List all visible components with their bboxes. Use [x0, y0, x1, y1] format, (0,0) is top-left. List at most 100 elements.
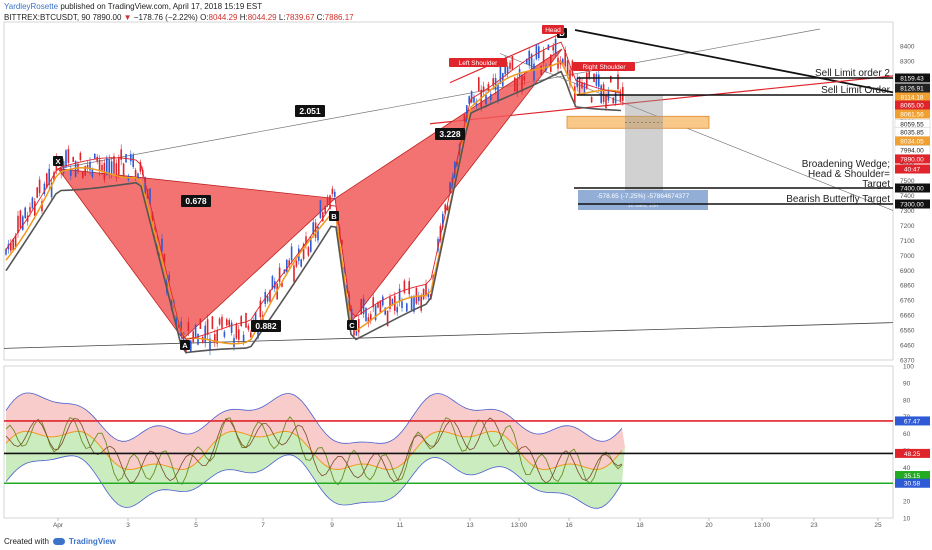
candle-body [494, 78, 497, 91]
point-label-a: A [182, 341, 188, 350]
candle-body [569, 69, 571, 85]
candle-body [562, 58, 564, 65]
candle-body [410, 296, 413, 310]
tradingview-cloud-icon [52, 538, 65, 545]
candle-body [240, 316, 242, 326]
tradingview-brand[interactable]: TradingView [68, 537, 116, 546]
candle-body [230, 322, 233, 333]
candle-body [401, 301, 403, 308]
candle-body [293, 265, 295, 282]
candle-body [610, 75, 612, 83]
candle-body [566, 60, 569, 76]
candle-body [290, 246, 293, 261]
price-tick-label: 7400 [900, 193, 915, 200]
candle-body [221, 316, 223, 328]
x-tick-label: 13:00 [754, 522, 771, 529]
candle-body [278, 267, 281, 282]
candle-body [48, 168, 50, 185]
oscillator-tag-label: 48.25 [904, 451, 921, 458]
candle-body [550, 54, 552, 72]
candle-body [449, 182, 451, 193]
price-tick-label: 6560 [900, 328, 915, 335]
oscillator-tick-label: 100 [903, 364, 914, 371]
candle-body [350, 308, 353, 323]
x-tick-label: 16 [565, 522, 573, 529]
candle-body [396, 307, 398, 313]
candle-body [29, 207, 31, 213]
candle-body [34, 201, 36, 216]
candle-body [139, 162, 142, 172]
x-tick-label: 23 [810, 522, 818, 529]
candle-body [341, 239, 343, 245]
x-tick-label: 18 [636, 522, 644, 529]
candle-body [622, 87, 624, 101]
oscillator-lower-fill [6, 431, 625, 509]
price-tag-label: 7400.00 [900, 186, 924, 193]
oscillator-tag-label: 35.15 [904, 473, 921, 480]
candle-body [576, 78, 578, 88]
candle-body [286, 259, 288, 273]
candle-body [540, 65, 542, 75]
candle-body [360, 299, 362, 315]
candle-body [338, 226, 341, 244]
candle-body [574, 86, 576, 104]
candle-body [420, 295, 422, 311]
candle-body [602, 84, 605, 102]
x-tick-label: 25 [874, 522, 882, 529]
candle-body [247, 325, 250, 330]
candle-body [314, 222, 317, 238]
candle-body [14, 235, 17, 248]
candle-body [437, 238, 439, 251]
candle-body [439, 225, 442, 241]
candle-body [288, 260, 290, 266]
price-tag-label: 7994.00 [900, 148, 924, 155]
price-tag [895, 136, 930, 146]
ratio-label: 0.678 [185, 196, 207, 206]
candle-body [108, 159, 110, 175]
candle-body [233, 337, 235, 347]
candle-body [348, 294, 350, 312]
candle-body [242, 334, 245, 342]
x-tick-label: 3 [126, 522, 130, 529]
author-name[interactable]: YardleyRosette [4, 2, 59, 11]
candle-body [353, 330, 355, 336]
price-tag [895, 83, 930, 93]
candle-body [367, 317, 370, 324]
candle-body [166, 277, 168, 293]
price-tag [895, 100, 930, 110]
candle-body [24, 207, 26, 218]
candle-body [228, 320, 230, 326]
price-tick-label: 6660 [900, 313, 915, 320]
oscillator-tag [895, 416, 930, 426]
price-tag-label: 8126.91 [900, 86, 924, 93]
price-tick-label: 7300 [900, 208, 915, 215]
candle-body [578, 77, 581, 94]
candle-body [542, 50, 545, 63]
candle-body [413, 296, 415, 312]
measure-label: -578.65 (-7.25%) -57864674377 [597, 193, 690, 200]
candle-body [468, 96, 470, 104]
candle-body [70, 168, 72, 176]
candle-body [418, 295, 420, 301]
oscillator-tag-label: 30.58 [904, 481, 921, 488]
moving-average-red [5, 41, 622, 341]
candle-body [36, 187, 38, 198]
oscillator-upper-fill [6, 392, 625, 470]
open-value: 8044.29 [208, 13, 238, 22]
candle-body [163, 253, 166, 263]
candle-body [365, 307, 367, 322]
candle-body [614, 92, 617, 104]
oscillator-tick-label: 20 [903, 499, 911, 506]
candle-body [307, 247, 310, 256]
measure-zone [625, 95, 663, 193]
candle-body [427, 292, 430, 298]
candle-body [552, 46, 554, 51]
candle-body [122, 163, 125, 178]
price-tag-label: 8059.55 [900, 122, 924, 129]
candle-body [386, 310, 389, 327]
candle-body [60, 168, 62, 174]
candle-body [190, 340, 192, 352]
symbol-label: BITTREX:BTCUSDT, 90 [4, 13, 91, 22]
candle-body [192, 331, 194, 343]
